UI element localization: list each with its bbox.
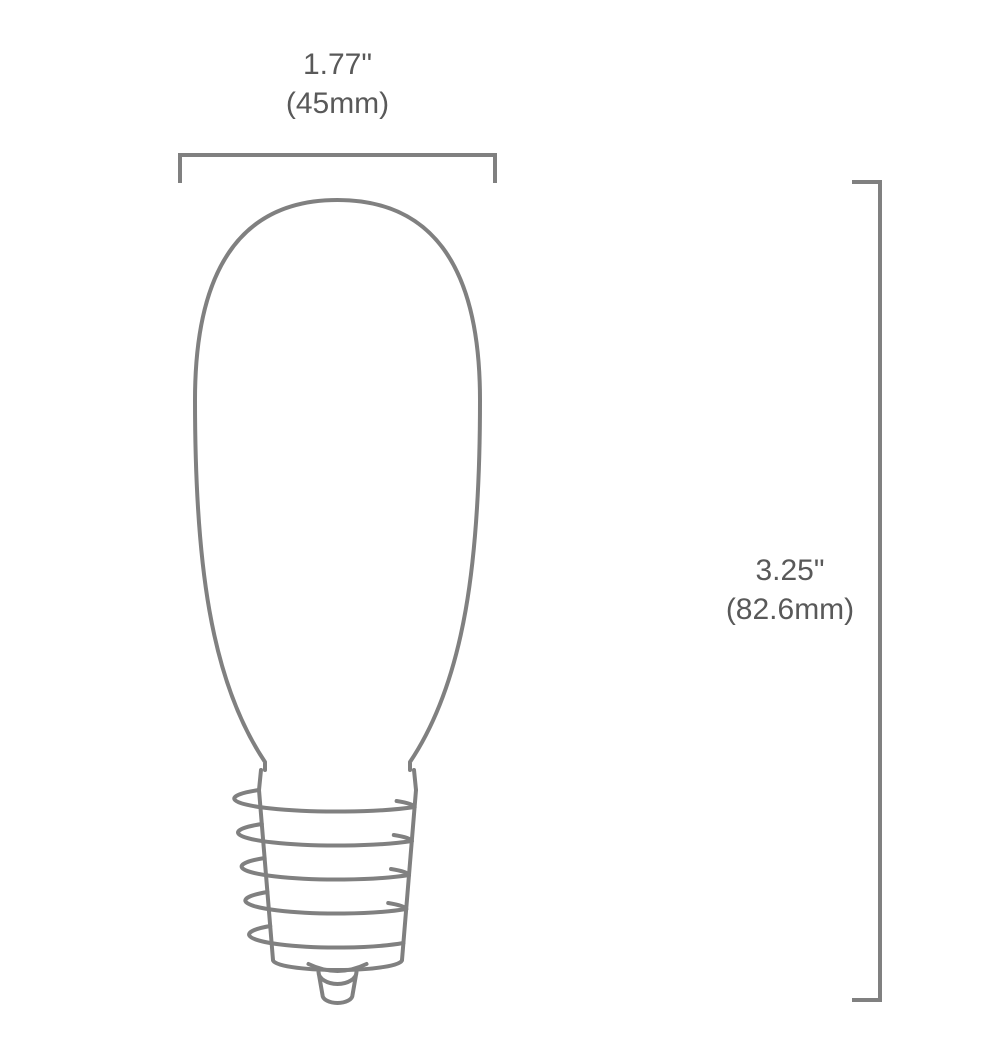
height-inches: 3.25" <box>710 551 870 590</box>
height-mm: (82.6mm) <box>710 590 870 629</box>
width-mm: (45mm) <box>258 84 418 123</box>
height-dimension-label: 3.25" (82.6mm) <box>710 551 870 629</box>
bulb-dimension-svg <box>0 0 1000 1048</box>
diagram-container: 1.77" (45mm) 3.25" (82.6mm) <box>0 0 1000 1048</box>
width-inches: 1.77" <box>258 45 418 84</box>
width-dimension-label: 1.77" (45mm) <box>258 45 418 123</box>
